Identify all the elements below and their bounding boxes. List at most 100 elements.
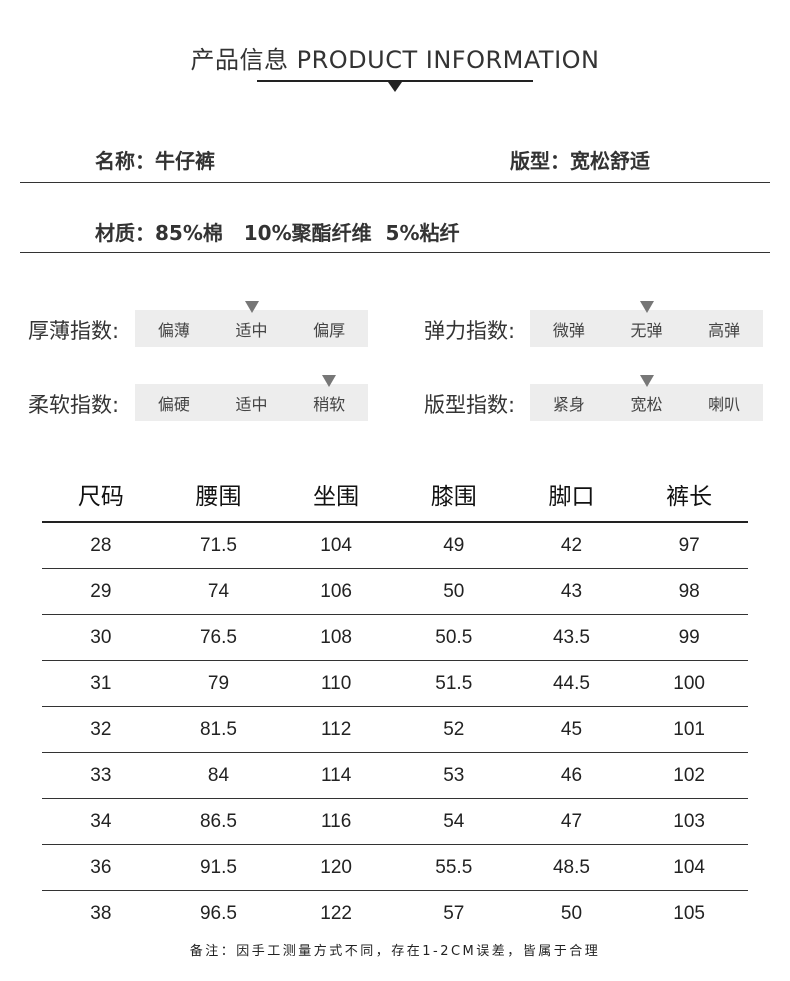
table-cell: 55.5 <box>394 844 513 891</box>
column-header: 尺码 <box>42 466 160 523</box>
table-cell: 96.5 <box>199 902 237 924</box>
table-cell: 76.5 <box>159 614 278 661</box>
column-header: 裤长 <box>630 466 748 523</box>
table-cell: 50 <box>560 902 583 924</box>
table-cell: 51.5 <box>394 660 513 707</box>
table-cell: 52 <box>394 706 513 753</box>
table-row: 31 79 110 51.5 44.5 100 <box>42 660 748 707</box>
table-cell: 36 <box>42 844 160 891</box>
index-option: 紧身 <box>552 394 585 414</box>
product-material: 材质：85%棉 10%聚酯纤维 5%粘纤 <box>95 221 460 245</box>
table-cell: 50 <box>394 568 513 615</box>
table-cell: 46 <box>512 752 631 799</box>
table-cell: 108 <box>277 614 395 661</box>
table-cell: 50.5 <box>394 614 513 661</box>
title-triangle-icon <box>388 82 402 92</box>
table-cell: 105 <box>673 902 705 924</box>
index-label: 弹力指数: <box>424 319 516 343</box>
index-option: 适中 <box>235 320 268 340</box>
table-row: 32 81.5 112 52 45 101 <box>42 706 748 753</box>
index-option: 高弹 <box>708 320 741 340</box>
index-label: 柔软指数: <box>28 393 120 417</box>
table-cell: 116 <box>277 798 395 845</box>
product-fit: 版型：宽松舒适 <box>510 149 650 173</box>
table-cell: 30 <box>42 614 160 661</box>
column-header: 腰围 <box>159 466 278 523</box>
note: 备注：因手工测量方式不同，存在1-2CM误差，皆属于合理 <box>189 944 601 959</box>
title-underline <box>257 80 533 82</box>
table-cell: 102 <box>630 752 748 799</box>
table-cell: 98 <box>630 568 748 615</box>
table-cell: 53 <box>394 752 513 799</box>
table-cell: 28 <box>42 522 160 569</box>
table-cell: 101 <box>630 706 748 753</box>
index-option: 偏厚 <box>313 320 346 340</box>
index-label: 厚薄指数: <box>28 319 120 343</box>
table-cell: 34 <box>42 798 160 845</box>
table-cell: 79 <box>159 660 278 707</box>
index-option: 喇叭 <box>708 394 741 414</box>
table-row: 38 96.5 122 57 50 105 <box>42 891 748 937</box>
table-cell: 86.5 <box>159 798 278 845</box>
table-cell: 43.5 <box>512 614 631 661</box>
divider <box>20 182 770 183</box>
table-cell: 38 <box>90 902 112 924</box>
table-cell: 47 <box>512 798 631 845</box>
table-row: 36 91.5 120 55.5 48.5 104 <box>42 844 748 891</box>
index-scale: 微弹 无弹 高弹 <box>530 310 763 347</box>
table-cell: 104 <box>277 522 395 569</box>
index-scale: 偏硬 适中 稍软 <box>135 384 368 421</box>
table-cell: 122 <box>320 902 352 924</box>
index-scale: 偏薄 适中 偏厚 <box>135 310 368 347</box>
page-title: 产品信息 PRODUCT INFORMATION <box>190 46 600 74</box>
table-cell: 99 <box>630 614 748 661</box>
index-option: 微弹 <box>552 320 585 340</box>
table-cell: 29 <box>42 568 160 615</box>
index-option: 宽松 <box>630 394 663 414</box>
table-cell: 84 <box>159 752 278 799</box>
table-cell: 49 <box>394 522 513 569</box>
selected-triangle-icon <box>322 375 337 387</box>
index-option: 偏薄 <box>157 320 190 340</box>
table-cell: 42 <box>512 522 631 569</box>
table-cell: 74 <box>159 568 278 615</box>
table-cell: 110 <box>277 660 395 707</box>
table-row: 28 71.5 104 49 42 97 <box>42 522 748 569</box>
table-cell: 103 <box>630 798 748 845</box>
size-table: 尺码 腰围 坐围 膝围 脚口 裤长 28 71.5 104 49 42 97 29 74 106 50 43 9… <box>42 466 748 936</box>
table-cell: 33 <box>42 752 160 799</box>
table-cell: 81.5 <box>159 706 278 753</box>
table-row: 29 74 106 50 43 98 <box>42 568 748 615</box>
index-scale: 紧身 宽松 喇叭 <box>530 384 763 421</box>
table-row: 30 76.5 108 50.5 43.5 99 <box>42 614 748 661</box>
table-cell: 106 <box>277 568 395 615</box>
column-header: 膝围 <box>394 466 513 523</box>
table-cell: 57 <box>443 902 465 924</box>
table-cell: 44.5 <box>512 660 631 707</box>
index-option: 无弹 <box>630 320 663 340</box>
table-cell: 91.5 <box>159 844 278 891</box>
table-cell: 32 <box>42 706 160 753</box>
table-cell: 112 <box>277 706 395 753</box>
index-option: 偏硬 <box>157 394 190 414</box>
table-cell: 114 <box>277 752 395 799</box>
table-cell: 100 <box>630 660 748 707</box>
table-row: 33 84 114 53 46 102 <box>42 752 748 799</box>
table-cell: 43 <box>512 568 631 615</box>
divider <box>20 252 770 253</box>
table-cell: 45 <box>512 706 631 753</box>
table-row: 34 86.5 116 54 47 103 <box>42 798 748 845</box>
column-header: 脚口 <box>512 466 631 523</box>
table-cell: 71.5 <box>159 522 278 569</box>
table-cell: 104 <box>630 844 748 891</box>
selected-triangle-icon <box>244 301 259 313</box>
index-option: 适中 <box>235 394 268 414</box>
table-cell: 48.5 <box>512 844 631 891</box>
index-label: 版型指数: <box>424 393 516 417</box>
selected-triangle-icon <box>639 375 654 387</box>
product-name: 名称：牛仔裤 <box>95 149 215 173</box>
table-cell: 120 <box>277 844 395 891</box>
column-header: 坐围 <box>277 466 395 523</box>
selected-triangle-icon <box>639 301 654 313</box>
table-cell: 31 <box>42 660 160 707</box>
